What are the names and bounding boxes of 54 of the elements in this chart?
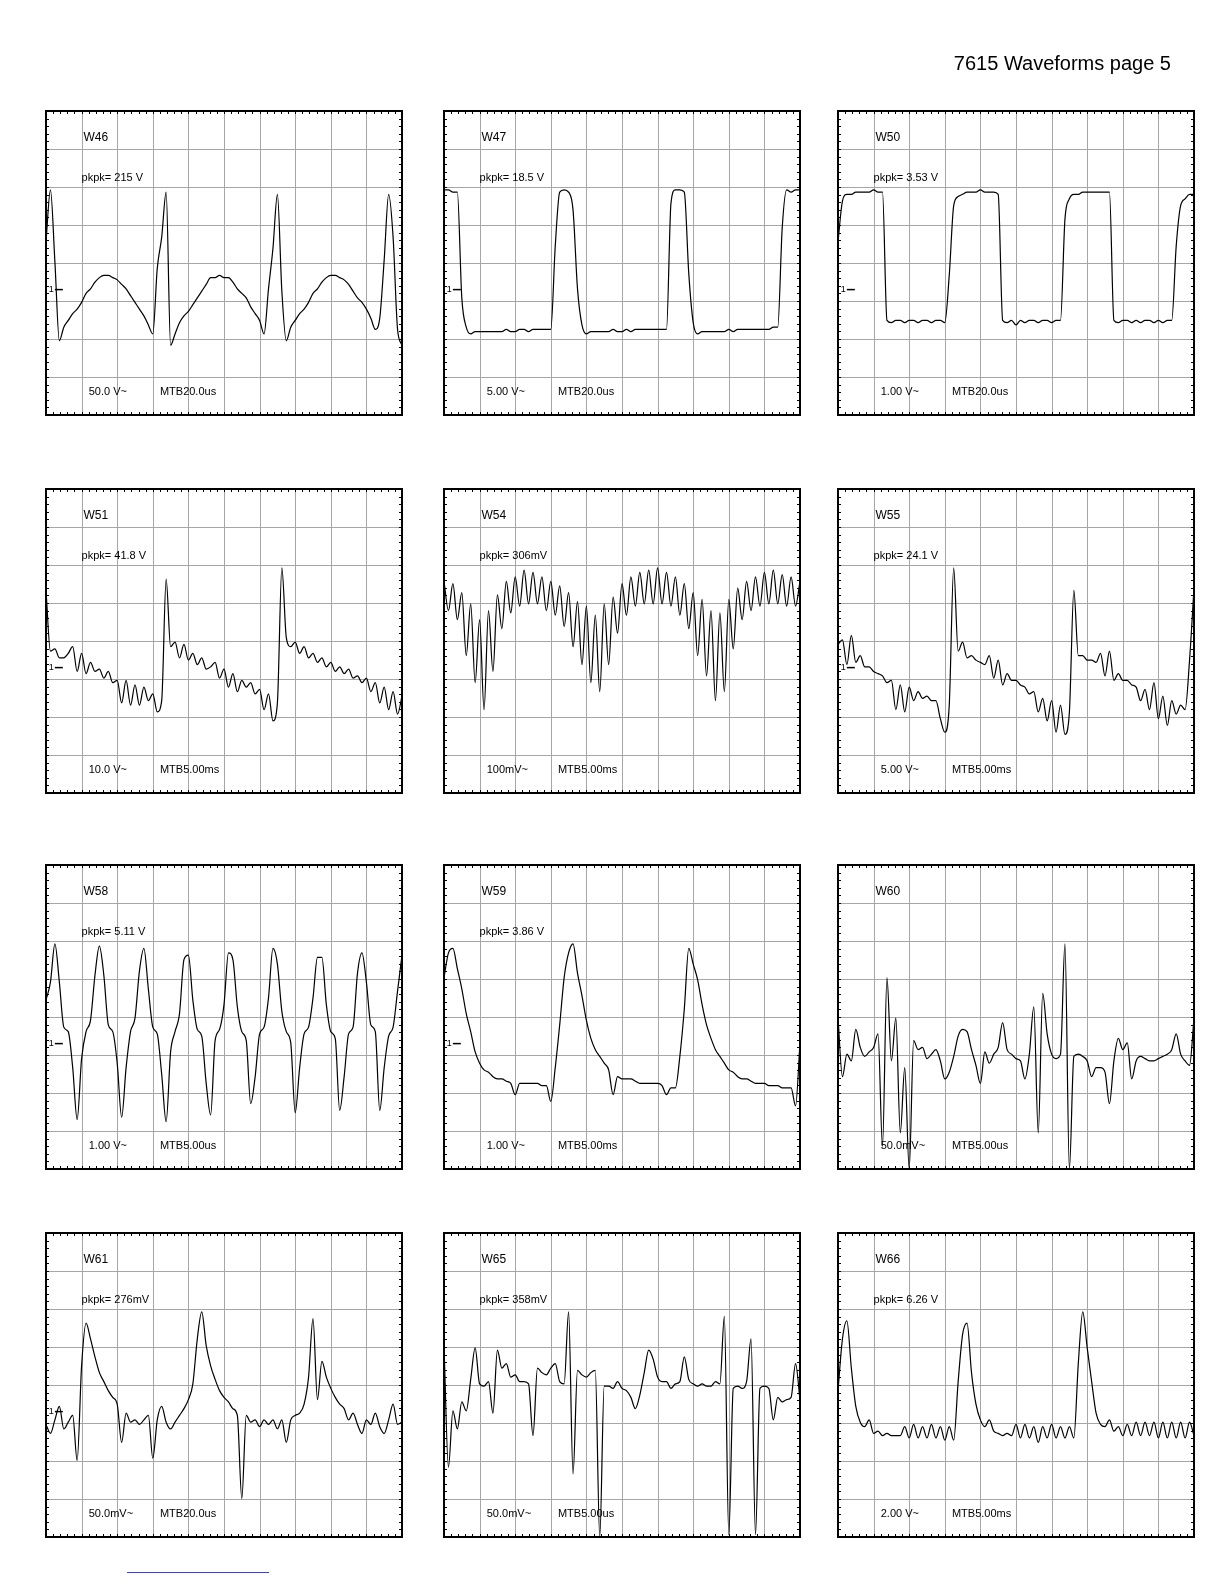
annotation: 2.00 V~ bbox=[880, 1507, 919, 1520]
annotation: 1 bbox=[446, 1038, 452, 1049]
annotation: MTB5.00ms bbox=[951, 763, 1012, 776]
text: pkpk= 3.86 V bbox=[479, 924, 545, 937]
chart-title: W55 bbox=[875, 507, 901, 522]
chart-title: W47 bbox=[481, 129, 507, 144]
chart-title: W66 bbox=[875, 1251, 901, 1266]
annotation: MTB20.0us bbox=[159, 385, 217, 398]
chart-title: W65 bbox=[481, 1251, 507, 1266]
chart-title: W58 bbox=[83, 883, 109, 898]
annotation: 1 bbox=[48, 1406, 54, 1417]
text: pkpk= 306mV bbox=[479, 548, 548, 561]
annotation: 5.00 V~ bbox=[486, 385, 525, 398]
annotation: 1 bbox=[840, 284, 846, 295]
chart-title: W50 bbox=[875, 129, 901, 144]
text: pkpk= 5.11 V bbox=[81, 924, 146, 937]
annotation: 50.0mV~ bbox=[486, 1507, 532, 1520]
annotation: MTB5.00us bbox=[951, 1139, 1009, 1152]
annotation: 10.0 V~ bbox=[88, 763, 127, 776]
annotation: 50.0 V~ bbox=[88, 385, 127, 398]
annotation: MTB5.00us bbox=[159, 1139, 217, 1152]
text: pkpk= 358mV bbox=[479, 1292, 548, 1305]
text: pkpk= 24.1 V bbox=[873, 548, 939, 561]
text: pkpk= 18.5 V bbox=[479, 170, 545, 183]
text: pkpk= 276mV bbox=[81, 1292, 150, 1305]
annotation: MTB5.00ms bbox=[951, 1507, 1012, 1520]
annotation: 1 bbox=[48, 284, 54, 295]
annotation: MTB20.0us bbox=[951, 385, 1009, 398]
annotation: 5.00 V~ bbox=[880, 763, 919, 776]
chart-title: W61 bbox=[83, 1251, 109, 1266]
annotation: MTB20.0us bbox=[159, 1507, 217, 1520]
chart-title: W54 bbox=[481, 507, 507, 522]
annotation: 1 bbox=[48, 1038, 54, 1049]
annotation: 1.00 V~ bbox=[88, 1139, 127, 1152]
annotation: 1 bbox=[840, 662, 846, 673]
chart-title: W60 bbox=[875, 883, 901, 898]
annotation: MTB5.00ms bbox=[557, 1139, 618, 1152]
text: pkpk= 215 V bbox=[81, 170, 144, 183]
text: pkpk= 3.53 V bbox=[873, 170, 939, 183]
text: pkpk= 6.26 V bbox=[873, 1292, 939, 1305]
annotation: 1.00 V~ bbox=[486, 1139, 525, 1152]
annotation: 1.00 V~ bbox=[880, 385, 919, 398]
chart-title: W46 bbox=[83, 129, 109, 144]
annotation: 1 bbox=[48, 662, 54, 673]
annotation: MTB5.00ms bbox=[159, 763, 220, 776]
text: 7615 Waveforms page 5 bbox=[953, 51, 1171, 75]
annotation: 1 bbox=[446, 284, 452, 295]
chart-title: W51 bbox=[83, 507, 109, 522]
annotation: 100mV~ bbox=[486, 763, 528, 776]
annotation: MTB20.0us bbox=[557, 385, 615, 398]
annotation: 50.0mV~ bbox=[88, 1507, 134, 1520]
chart-title: W59 bbox=[481, 883, 507, 898]
annotation: MTB5.00ms bbox=[557, 763, 618, 776]
text: pkpk= 41.8 V bbox=[81, 548, 147, 561]
